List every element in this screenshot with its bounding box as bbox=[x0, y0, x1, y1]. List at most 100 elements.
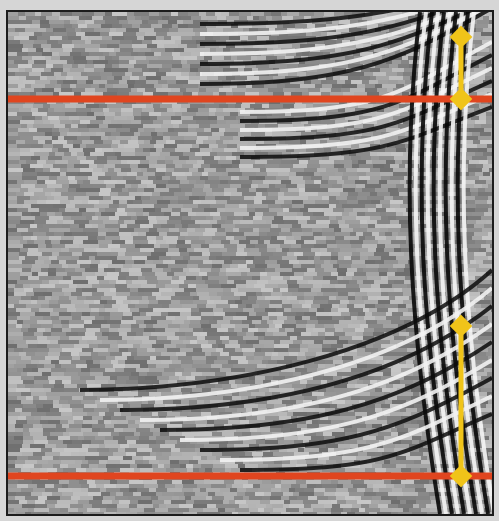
noise-cell bbox=[8, 192, 16, 196]
noise-cell bbox=[476, 268, 487, 272]
noise-cell bbox=[60, 336, 69, 340]
noise-cell bbox=[39, 360, 51, 364]
noise-cell bbox=[292, 384, 306, 388]
noise-cell bbox=[384, 260, 398, 264]
noise-cell bbox=[412, 272, 420, 276]
noise-cell bbox=[52, 136, 58, 140]
noise-cell bbox=[105, 12, 112, 16]
noise-cell bbox=[151, 124, 161, 128]
noise-cell bbox=[279, 328, 285, 332]
noise-cell bbox=[119, 56, 134, 60]
noise-cell bbox=[314, 180, 321, 184]
noise-cell bbox=[108, 264, 123, 268]
noise-cell bbox=[317, 396, 331, 400]
noise-cell bbox=[78, 24, 87, 28]
noise-cell bbox=[242, 348, 255, 352]
noise-cell bbox=[201, 316, 213, 320]
noise-cell bbox=[292, 304, 302, 308]
noise-cell bbox=[272, 16, 282, 20]
noise-cell bbox=[374, 328, 386, 332]
noise-cell bbox=[95, 400, 107, 404]
noise-cell bbox=[475, 40, 482, 44]
noise-cell bbox=[284, 220, 298, 224]
noise-cell bbox=[156, 236, 163, 240]
noise-cell bbox=[84, 248, 96, 252]
noise-cell bbox=[174, 272, 186, 276]
noise-cell bbox=[411, 416, 424, 420]
noise-cell bbox=[322, 348, 337, 352]
noise-cell bbox=[269, 304, 282, 308]
noise-cell bbox=[123, 264, 132, 268]
noise-cell bbox=[279, 336, 290, 340]
noise-cell bbox=[473, 412, 481, 416]
noise-cell bbox=[283, 88, 295, 92]
noise-cell bbox=[103, 372, 116, 376]
noise-cell bbox=[74, 44, 80, 48]
noise-cell bbox=[297, 296, 304, 300]
noise-cell bbox=[407, 172, 417, 176]
noise-cell bbox=[122, 24, 132, 28]
noise-cell bbox=[311, 332, 318, 336]
noise-cell bbox=[336, 196, 347, 200]
noise-cell bbox=[91, 308, 99, 312]
noise-cell bbox=[87, 364, 100, 368]
noise-cell bbox=[121, 412, 131, 416]
noise-cell bbox=[134, 12, 149, 16]
noise-cell bbox=[259, 48, 267, 52]
noise-cell bbox=[71, 152, 77, 156]
noise-cell bbox=[28, 52, 42, 56]
noise-cell bbox=[398, 124, 405, 128]
noise-cell bbox=[91, 84, 99, 88]
noise-cell bbox=[303, 176, 311, 180]
noise-cell bbox=[212, 84, 223, 88]
noise-cell bbox=[190, 292, 197, 296]
noise-cell bbox=[76, 288, 82, 292]
noise-cell bbox=[101, 136, 108, 140]
noise-cell bbox=[341, 48, 356, 52]
noise-cell bbox=[273, 92, 284, 96]
noise-cell bbox=[190, 340, 197, 344]
noise-cell bbox=[451, 244, 462, 248]
noise-cell bbox=[122, 124, 130, 128]
noise-cell bbox=[199, 124, 210, 128]
noise-cell bbox=[214, 300, 228, 304]
noise-cell bbox=[76, 32, 85, 36]
noise-cell bbox=[358, 104, 373, 108]
noise-cell bbox=[17, 196, 30, 200]
noise-cell bbox=[438, 120, 452, 124]
noise-cell bbox=[471, 312, 485, 316]
noise-cell bbox=[475, 320, 489, 324]
noise-cell bbox=[434, 20, 445, 24]
noise-cell bbox=[225, 312, 236, 316]
noise-cell bbox=[306, 104, 313, 108]
noise-cell bbox=[363, 332, 373, 336]
noise-cell bbox=[134, 432, 140, 436]
noise-cell bbox=[166, 72, 181, 76]
noise-cell bbox=[17, 112, 32, 116]
noise-cell bbox=[155, 420, 170, 424]
noise-cell bbox=[27, 124, 33, 128]
noise-cell bbox=[51, 360, 59, 364]
noise-cell bbox=[293, 372, 301, 376]
noise-cell bbox=[331, 88, 341, 92]
noise-cell bbox=[339, 264, 351, 268]
noise-cell bbox=[310, 156, 322, 160]
noise-cell bbox=[336, 368, 342, 372]
noise-cell bbox=[329, 156, 344, 160]
noise-cell bbox=[243, 216, 253, 220]
noise-cell bbox=[232, 392, 239, 396]
noise-cell bbox=[146, 232, 159, 236]
noise-cell bbox=[125, 360, 137, 364]
noise-cell bbox=[137, 216, 148, 220]
noise-cell bbox=[370, 76, 376, 80]
noise-cell bbox=[41, 416, 52, 420]
noise-cell bbox=[182, 216, 191, 220]
noise-cell bbox=[356, 216, 370, 220]
noise-cell bbox=[155, 272, 167, 276]
noise-cell bbox=[201, 312, 214, 316]
noise-cell bbox=[219, 104, 228, 108]
noise-cell bbox=[336, 28, 349, 32]
noise-cell bbox=[272, 132, 286, 136]
noise-cell bbox=[34, 120, 43, 124]
noise-cell bbox=[186, 272, 199, 276]
